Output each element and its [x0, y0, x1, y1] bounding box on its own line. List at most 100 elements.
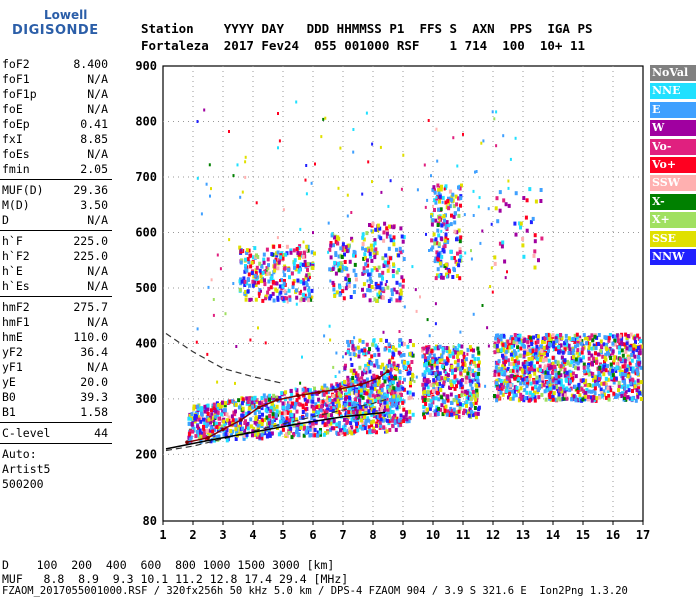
echo-point — [378, 413, 382, 418]
echo-point — [331, 232, 334, 236]
echo-point — [383, 427, 387, 432]
echo-point — [507, 395, 510, 400]
echo-point — [361, 232, 365, 237]
echo-point — [529, 363, 533, 368]
echo-point — [339, 246, 343, 251]
echo-point — [249, 417, 253, 422]
echo-point — [542, 351, 546, 356]
echo-point — [455, 237, 458, 242]
echo-point — [379, 402, 383, 407]
echo-point — [475, 170, 478, 173]
echo-point — [202, 417, 205, 422]
echo-point — [279, 430, 283, 435]
param-name: B1 — [2, 405, 16, 419]
echo-point — [636, 333, 640, 338]
echo-point — [626, 374, 630, 379]
echo-point — [372, 408, 376, 413]
echo-point — [371, 180, 373, 184]
echo-point — [270, 275, 274, 280]
echo-point — [456, 380, 460, 385]
echo-point — [629, 347, 632, 352]
echo-point — [634, 398, 638, 403]
echo-point — [329, 427, 333, 432]
echo-point — [426, 407, 429, 412]
echo-point — [189, 429, 192, 434]
echo-point — [281, 427, 285, 432]
echo-point — [525, 378, 529, 383]
echo-point — [561, 362, 565, 367]
echo-point — [509, 157, 512, 161]
echo-point — [574, 374, 578, 379]
param-row: h`F 225.0 — [0, 234, 112, 249]
echo-point — [331, 267, 335, 271]
echo-point — [244, 264, 247, 268]
echo-point — [477, 363, 480, 368]
echo-point — [535, 380, 539, 385]
echo-point — [432, 204, 434, 208]
echo-point — [460, 344, 464, 349]
echo-point — [282, 270, 285, 274]
echo-point — [218, 404, 222, 409]
echo-point — [356, 428, 360, 433]
echo-point — [385, 429, 389, 434]
echo-point — [343, 417, 346, 422]
echo-point — [431, 359, 435, 364]
echo-point — [336, 383, 340, 388]
echo-point — [594, 346, 598, 350]
echo-point — [242, 436, 246, 441]
param-name: foF1 — [2, 72, 30, 86]
echo-point — [335, 290, 339, 295]
echo-point — [215, 424, 219, 429]
echo-point — [437, 406, 441, 411]
echo-point — [452, 214, 456, 219]
echo-point — [455, 274, 459, 278]
echo-point — [375, 361, 379, 366]
echo-point — [552, 347, 556, 351]
echo-point — [372, 243, 375, 248]
echo-point — [392, 345, 395, 350]
echo-point — [512, 393, 516, 398]
echo-point — [440, 237, 444, 242]
echo-point — [368, 428, 372, 433]
echo-point — [320, 135, 323, 139]
echo-point — [411, 374, 415, 378]
echo-point — [533, 265, 537, 270]
echo-point — [368, 360, 372, 365]
echo-point — [266, 406, 270, 411]
echo-point — [513, 359, 517, 364]
echo-point — [452, 256, 456, 260]
echo-point — [378, 426, 382, 430]
echo-point — [338, 285, 342, 290]
echo-point — [341, 430, 345, 435]
echo-point — [313, 410, 317, 414]
echo-point — [283, 279, 286, 283]
echo-point — [435, 250, 439, 255]
echo-point — [453, 411, 456, 416]
echo-point — [352, 383, 355, 387]
muf-table: D 100 200 400 600 800 1000 1500 3000 [km… — [2, 558, 348, 586]
echo-point — [343, 260, 347, 264]
echo-point — [274, 416, 278, 421]
echo-point — [281, 256, 285, 261]
echo-point — [243, 283, 247, 287]
echo-point — [376, 223, 380, 228]
echo-point — [244, 297, 248, 302]
logo-top-text: Lowell — [44, 8, 88, 22]
echo-point — [224, 312, 227, 316]
echo-point — [373, 241, 377, 246]
echo-point — [301, 355, 303, 359]
echo-point — [269, 285, 273, 290]
echo-point — [240, 401, 244, 406]
echo-point — [438, 381, 441, 386]
echo-point — [280, 391, 284, 396]
echo-point — [603, 392, 606, 397]
echo-point — [253, 411, 257, 416]
echo-point — [410, 376, 414, 381]
echo-point — [357, 377, 361, 382]
echo-point — [371, 221, 375, 226]
echo-point — [339, 393, 343, 398]
echo-point — [431, 245, 435, 250]
echo-point — [530, 356, 534, 361]
echo-point — [245, 411, 249, 416]
echo-point — [350, 431, 354, 436]
